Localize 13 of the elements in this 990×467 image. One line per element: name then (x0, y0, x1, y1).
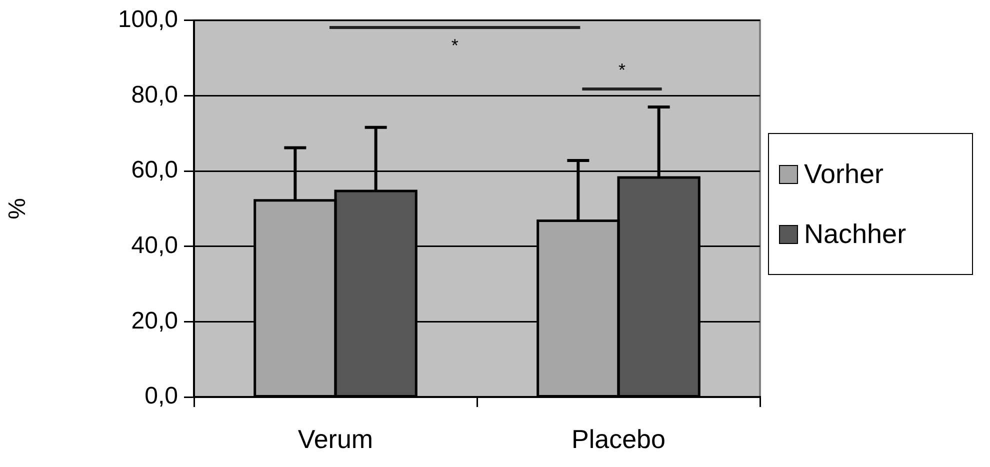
annotation: * (451, 36, 458, 56)
y-tick-label: 60,0 (131, 156, 178, 184)
y-tick-label: 40,0 (131, 232, 178, 259)
annotation: * (618, 60, 626, 80)
y-tick-label: 80,0 (131, 81, 178, 108)
x-tick-label: Verum (298, 424, 374, 454)
legend-label: Vorher (804, 158, 884, 190)
legend-label: Nachher (804, 218, 906, 250)
x-tick-label: Placebo (572, 424, 666, 454)
y-axis-title: % (4, 198, 32, 220)
y-tick-label: 20,0 (131, 307, 178, 334)
y-tick-label: 0,0 (144, 382, 178, 410)
y-tick-label: 100,0 (118, 6, 178, 34)
